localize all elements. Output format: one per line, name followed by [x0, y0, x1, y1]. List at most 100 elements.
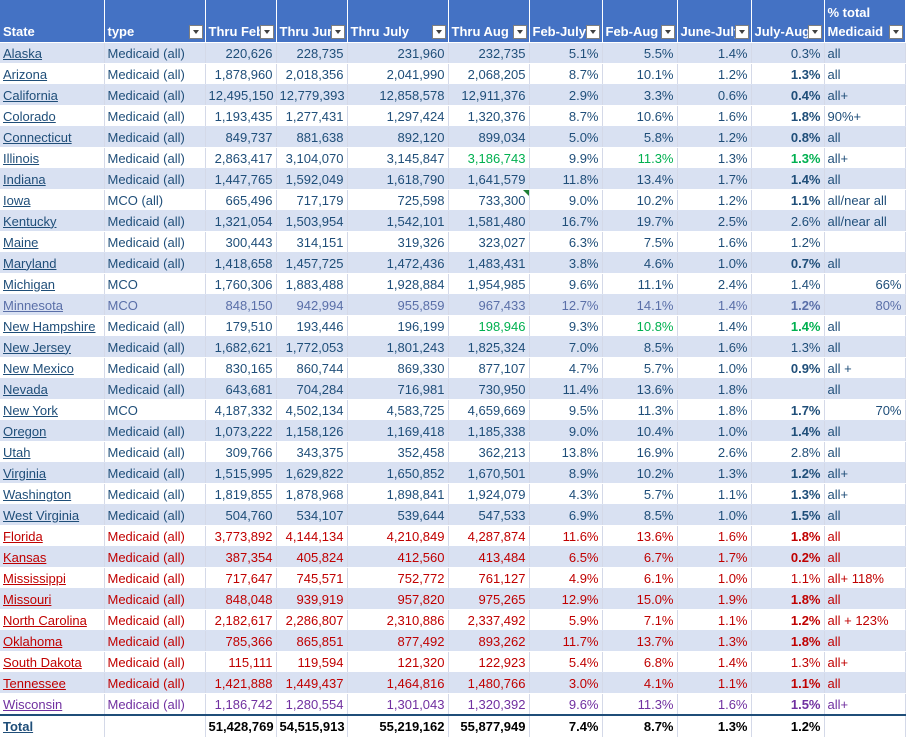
table-row: North Carolina Medicaid (all) 2,182,617 2,2… [0, 609, 906, 631]
state-link[interactable]: Maryland [3, 255, 57, 271]
state-link[interactable]: Oregon [3, 423, 47, 439]
thru-aug-cell: 122,923 [448, 651, 530, 673]
state-cell[interactable]: Nevada [0, 378, 105, 400]
state-cell[interactable]: Wisconsin [0, 693, 105, 716]
state-cell[interactable]: Minnesota [0, 294, 105, 316]
state-link[interactable]: Colorado [3, 108, 56, 124]
thru-feb-cell: 309,766 [205, 441, 277, 463]
state-cell[interactable]: Colorado [0, 105, 105, 127]
june-july-cell: 1.0% [677, 420, 752, 442]
pct-medicaid-cell: all [824, 525, 906, 547]
state-cell[interactable]: Mississippi [0, 567, 105, 589]
total-link[interactable]: Total [3, 719, 34, 734]
state-link[interactable]: Florida [3, 528, 43, 544]
state-cell[interactable]: Maryland [0, 252, 105, 274]
state-cell[interactable]: North Carolina [0, 609, 105, 631]
state-cell[interactable]: New York [0, 399, 105, 421]
july-aug-cell: 1.1% [751, 567, 825, 589]
state-link[interactable]: Alaska [3, 45, 43, 61]
state-cell[interactable]: Iowa [0, 189, 105, 211]
state-cell[interactable]: Arizona [0, 63, 105, 85]
state-link[interactable]: Maine [3, 234, 39, 250]
filter-dropdown-icon[interactable] [330, 25, 345, 39]
state-link[interactable]: South Dakota [3, 654, 82, 670]
state-link[interactable]: Iowa [3, 192, 31, 208]
table-row: Washington Medicaid (all) 1,819,855 1,878,9… [0, 483, 906, 505]
thru-aug-cell: 4,287,874 [448, 525, 530, 547]
state-link[interactable]: Mississippi [3, 570, 66, 586]
state-cell[interactable]: New Mexico [0, 357, 105, 379]
state-link[interactable]: Tennessee [3, 675, 66, 691]
filter-dropdown-icon[interactable] [431, 25, 446, 39]
state-cell[interactable]: Florida [0, 525, 105, 547]
state-cell[interactable]: Maine [0, 231, 105, 253]
filter-dropdown-icon[interactable] [259, 25, 274, 39]
table-row: Utah Medicaid (all) 309,766 343,375 352,458 3… [0, 441, 906, 463]
state-link[interactable]: Wisconsin [3, 696, 63, 712]
state-link[interactable]: Utah [3, 444, 31, 460]
thru-feb-cell: 179,510 [205, 315, 277, 337]
state-link[interactable]: Kentucky [3, 213, 57, 229]
state-cell[interactable]: South Dakota [0, 651, 105, 673]
state-link[interactable]: New Mexico [3, 360, 74, 376]
state-cell[interactable]: Michigan [0, 273, 105, 295]
july-aug-cell: 1.1% [751, 672, 825, 694]
state-cell[interactable]: Washington [0, 483, 105, 505]
state-link[interactable]: West Virginia [3, 507, 80, 523]
state-cell[interactable]: Kansas [0, 546, 105, 568]
state-cell[interactable]: West Virginia [0, 504, 105, 526]
feb-july-cell: 3.8% [529, 252, 603, 274]
state-link[interactable]: Arizona [3, 66, 48, 82]
state-link[interactable]: Connecticut [3, 129, 72, 145]
state-cell[interactable]: Oklahoma [0, 630, 105, 652]
feb-july-cell: 9.6% [529, 273, 603, 295]
state-cell[interactable]: Alaska [0, 42, 105, 64]
state-link[interactable]: Missouri [3, 591, 52, 607]
state-link[interactable]: Indiana [3, 171, 46, 187]
state-link[interactable]: Washington [3, 486, 72, 502]
header-label: July-Aug [754, 24, 811, 39]
state-link[interactable]: Minnesota [3, 297, 63, 313]
filter-dropdown-icon[interactable] [807, 25, 822, 39]
state-link[interactable]: New York [3, 402, 58, 418]
state-cell[interactable]: Missouri [0, 588, 105, 610]
feb-july-cell: 16.7% [529, 210, 603, 232]
state-link[interactable]: New Hampshire [3, 318, 96, 334]
state-cell[interactable]: Indiana [0, 168, 105, 190]
filter-dropdown-icon[interactable] [888, 25, 903, 39]
state-link[interactable]: Nevada [3, 381, 48, 397]
thru-july-cell: 1,618,790 [347, 168, 449, 190]
state-cell[interactable]: New Jersey [0, 336, 105, 358]
state-cell[interactable]: Oregon [0, 420, 105, 442]
filter-dropdown-icon[interactable] [734, 25, 749, 39]
thru-jun-cell: 314,151 [276, 231, 348, 253]
total-thru-aug: 55,877,949 [448, 714, 530, 738]
july-aug-cell: 1.4% [751, 420, 825, 442]
state-cell[interactable]: New Hampshire [0, 315, 105, 337]
filter-dropdown-icon[interactable] [188, 25, 203, 39]
feb-july-cell: 11.6% [529, 525, 603, 547]
state-link[interactable]: California [3, 87, 58, 103]
july-aug-cell: 2.6% [751, 210, 825, 232]
state-link[interactable]: Virginia [3, 465, 47, 481]
total-label-cell[interactable]: Total [0, 714, 105, 738]
state-link[interactable]: Michigan [3, 276, 56, 292]
state-cell[interactable]: Connecticut [0, 126, 105, 148]
state-cell[interactable]: Tennessee [0, 672, 105, 694]
state-link[interactable]: Illinois [3, 150, 40, 166]
type-cell: Medicaid (all) [104, 630, 206, 652]
state-link[interactable]: Kansas [3, 549, 47, 565]
state-link[interactable]: Oklahoma [3, 633, 63, 649]
type-cell: Medicaid (all) [104, 567, 206, 589]
filter-dropdown-icon[interactable] [585, 25, 600, 39]
state-cell[interactable]: Utah [0, 441, 105, 463]
state-cell[interactable]: Kentucky [0, 210, 105, 232]
state-cell[interactable]: Illinois [0, 147, 105, 169]
filter-dropdown-icon[interactable] [660, 25, 675, 39]
state-link[interactable]: North Carolina [3, 612, 87, 628]
state-link[interactable]: New Jersey [3, 339, 71, 355]
state-cell[interactable]: Virginia [0, 462, 105, 484]
filter-dropdown-icon[interactable] [512, 25, 527, 39]
state-cell[interactable]: California [0, 84, 105, 106]
july-aug-cell: 1.7% [751, 399, 825, 421]
